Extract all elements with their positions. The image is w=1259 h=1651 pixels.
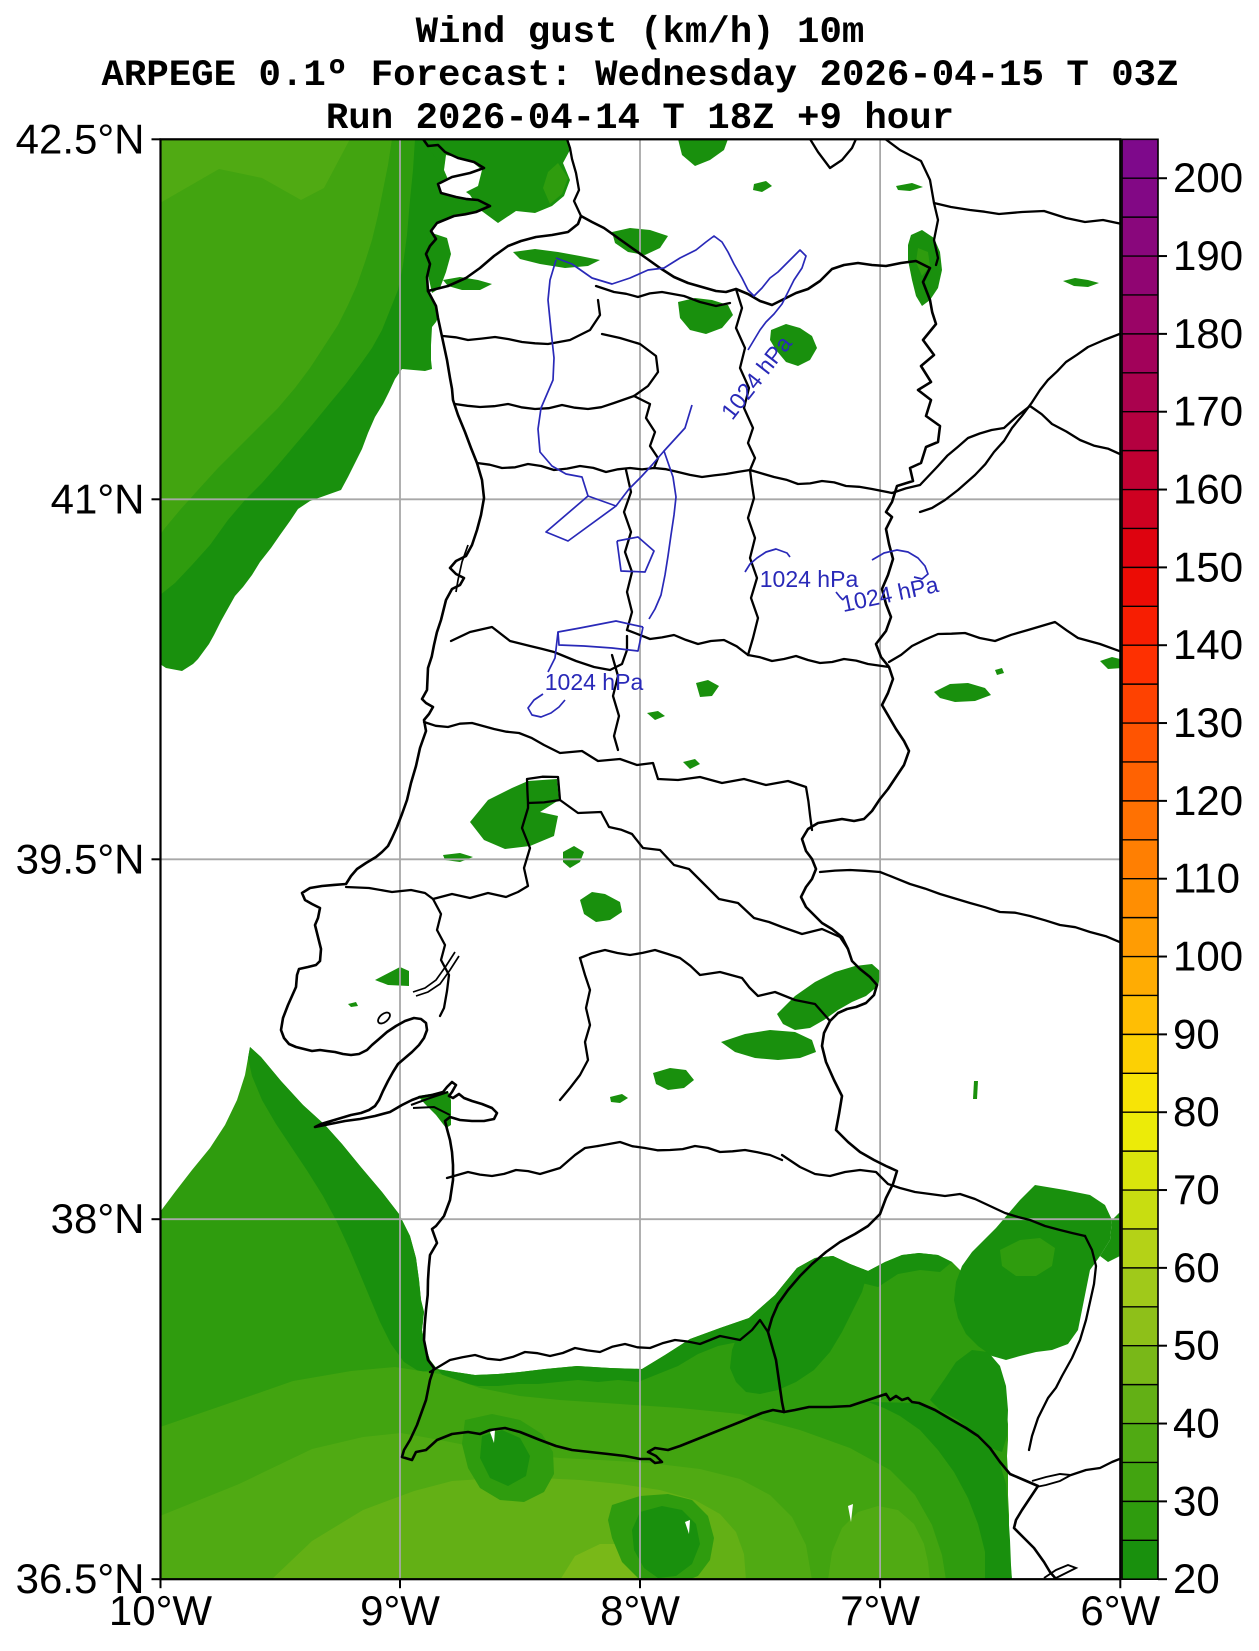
svg-text:Run 2026-04-14 T 18Z +9 hour: Run 2026-04-14 T 18Z +9 hour [326,98,954,140]
svg-text:150: 150 [1173,543,1243,590]
svg-text:170: 170 [1173,388,1243,435]
svg-text:160: 160 [1173,466,1243,513]
svg-text:ARPEGE 0.1º Forecast: Wednesda: ARPEGE 0.1º Forecast: Wednesday 2026-04-… [101,55,1178,97]
svg-text:41°N: 41°N [51,475,145,522]
svg-text:7°W: 7°W [840,1587,920,1634]
svg-text:80: 80 [1173,1088,1220,1135]
svg-text:130: 130 [1173,699,1243,746]
svg-text:70: 70 [1173,1166,1220,1213]
svg-text:10°W: 10°W [109,1587,213,1634]
svg-text:36.5°N: 36.5°N [16,1555,145,1602]
svg-text:38°N: 38°N [51,1195,145,1242]
svg-text:90: 90 [1173,1010,1220,1057]
svg-text:190: 190 [1173,232,1243,279]
svg-text:60: 60 [1173,1244,1220,1291]
svg-text:180: 180 [1173,310,1243,357]
svg-text:8°W: 8°W [600,1587,680,1634]
svg-text:40: 40 [1173,1400,1220,1447]
svg-text:30: 30 [1173,1477,1220,1524]
svg-text:110: 110 [1173,855,1240,902]
svg-text:140: 140 [1173,621,1243,668]
svg-text:200: 200 [1173,154,1243,201]
svg-text:39.5°N: 39.5°N [16,835,145,882]
svg-text:20: 20 [1173,1555,1220,1602]
svg-text:42.5°N: 42.5°N [16,115,145,162]
svg-text:50: 50 [1173,1322,1220,1369]
svg-text:Wind gust (km/h) 10m: Wind gust (km/h) 10m [416,12,865,54]
svg-text:1024 hPa: 1024 hPa [545,669,644,695]
svg-text:6°W: 6°W [1080,1587,1160,1634]
svg-text:120: 120 [1173,777,1243,824]
svg-text:9°W: 9°W [360,1587,440,1634]
svg-text:100: 100 [1173,933,1243,980]
svg-text:1024 hPa: 1024 hPa [760,566,859,592]
